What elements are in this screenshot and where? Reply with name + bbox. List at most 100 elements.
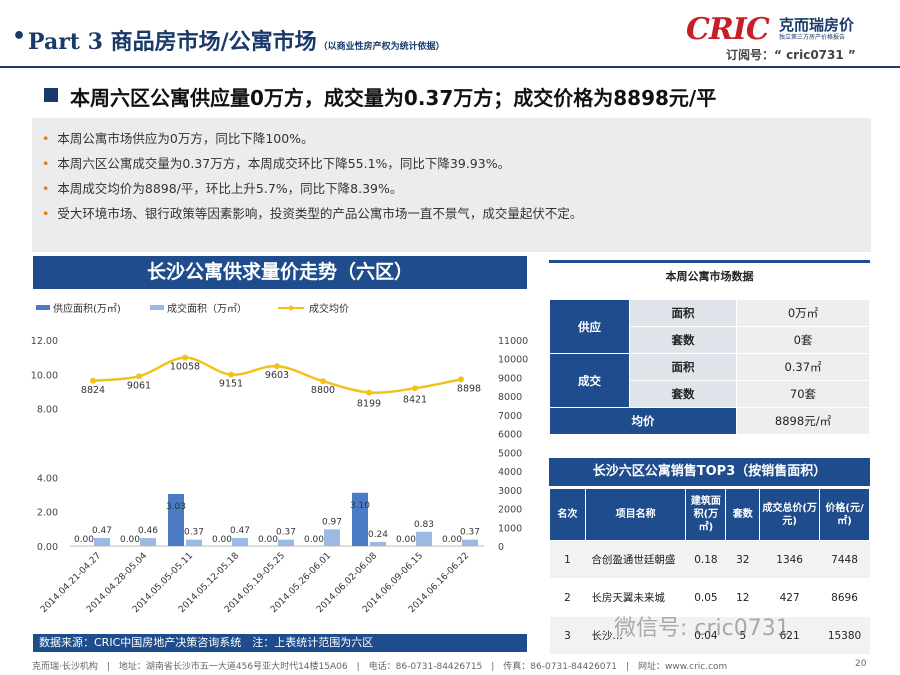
deal-bar: [94, 537, 110, 546]
rank-cell: 1: [549, 540, 586, 579]
y2-tick-label: 8000: [498, 392, 522, 403]
avg-price-label: 8421: [403, 394, 427, 405]
table-row: 供应 面积 0万㎡: [549, 299, 870, 354]
summary-text: 受大环境市场、银行政策等因素影响，投资类型的产品公寓市场一直不景气，成交量起伏不…: [57, 206, 583, 221]
deal-bar: [278, 539, 294, 546]
bullet-dot-icon: •: [42, 156, 50, 171]
deal-bar: [370, 541, 386, 546]
avg-price-point: [228, 371, 234, 378]
y-tick-label: 4.00: [37, 473, 58, 484]
summary-box: [32, 118, 871, 252]
headline-text: 本周六区公寓供应量0万方，成交量为0.37万方；成交价格为8898元/平: [70, 86, 717, 110]
chart-header: 长沙公寓供求量价走势（六区）: [33, 256, 527, 289]
row-value: 0万㎡: [736, 299, 870, 327]
deal-data-label: 0.37: [184, 528, 204, 538]
avg-price-point: [182, 354, 188, 361]
legend-label: 成交均价: [309, 302, 349, 315]
avg-price-label: 10058: [170, 362, 200, 373]
row-value: 0套: [736, 326, 870, 354]
y2-tick-label: 1000: [498, 523, 522, 534]
column-header: 名次: [549, 488, 586, 541]
column-header: 套数: [725, 488, 761, 541]
bullet-dot-icon: •: [42, 131, 50, 146]
headline: 本周六区公寓供应量0万方，成交量为0.37万方；成交价格为8898元/平: [44, 82, 716, 111]
units-cell: 5: [725, 616, 760, 655]
market-data-table: 供应 面积 0万㎡ 套数 0套 成交 面积 0.37㎡ 套数 70套 均价 88…: [549, 299, 870, 435]
summary-text: 本周公寓市场供应为0万方，同比下降100%。: [57, 131, 314, 146]
row-value: 0.37㎡: [736, 353, 870, 381]
row-value: 70套: [736, 380, 870, 408]
avg-price-point: [136, 373, 142, 380]
title-bullet: •: [12, 24, 27, 49]
area-cell: 0.04: [685, 616, 726, 655]
header-divider: [0, 66, 900, 68]
deal-data-label: 0.83: [414, 520, 434, 530]
legend-label: 供应面积(万㎡): [53, 302, 121, 315]
y2-tick-label: 3000: [498, 486, 522, 497]
supply-bar: [352, 492, 368, 546]
total-cell: 1346: [759, 540, 820, 579]
y-tick-label: 10.00: [31, 370, 58, 381]
supply-data-label: 0.00: [258, 535, 278, 545]
deal-data-label: 0.46: [138, 526, 158, 536]
avg-price-value: 8898元/㎡: [736, 407, 870, 435]
y2-tick-label: 4000: [498, 467, 522, 478]
y2-tick-label: 11000: [498, 336, 528, 347]
supply-data-label: 0.00: [442, 535, 462, 545]
top3-title: 长沙六区公寓销售TOP3（按销售面积）: [549, 458, 870, 486]
bullet-dot-icon: •: [42, 206, 50, 221]
deal-data-label: 0.24: [368, 530, 388, 540]
row-label: 面积: [629, 299, 737, 327]
avg-price-label: 8824: [81, 385, 105, 396]
summary-text: 本周六区公寓成交量为0.37万方，本周成交环比下降55.1%，同比下降39.93…: [57, 156, 511, 171]
rank-cell: 3: [549, 616, 586, 655]
legend-marker: [288, 305, 294, 311]
deal-bar: [186, 539, 202, 546]
column-header: 成交总价(万元): [759, 488, 821, 541]
row-label: 套数: [629, 326, 737, 354]
table-row: 2 长房天翼未来城 0.05 12 427 8696: [549, 578, 870, 617]
page-title: Part 3 商品房市场/公寓市场 （以商业性房产权为统计依据）: [28, 24, 445, 56]
supply-data-label: 0.00: [74, 535, 94, 545]
y2-tick-label: 6000: [498, 430, 522, 441]
avg-price-point: [320, 378, 326, 385]
avg-price-label: 9151: [219, 379, 243, 390]
deal-bar: [462, 539, 478, 546]
row-label: 面积: [629, 353, 737, 381]
supply-data-label: 0.00: [396, 535, 416, 545]
top3-table: 名次 项目名称 建筑面积(万㎡) 套数 成交总价(万元) 价格(元/㎡) 1 合…: [549, 488, 870, 655]
bullet-dot-icon: •: [42, 181, 50, 196]
avg-price-point: [366, 389, 372, 396]
project-name-cell: 长沙…: [585, 616, 686, 655]
legend-label: 成交面积（万㎡）: [167, 302, 247, 315]
page-title-text: Part 3 商品房市场/公寓市场: [28, 29, 317, 55]
avg-price-label: 9061: [127, 380, 151, 391]
y-tick-label: 8.00: [37, 405, 58, 416]
table-row: 1 合创盈通世廷朝盛 0.18 32 1346 7448: [549, 540, 870, 579]
avg-price-point: [412, 385, 418, 392]
project-name-cell: 合创盈通世廷朝盛: [585, 540, 686, 579]
price-cell: 15380: [819, 616, 870, 655]
supply-data-label: 0.00: [212, 535, 232, 545]
row-label: 套数: [629, 380, 737, 408]
summary-text: 本周成交均价为8898/平，环比上升5.7%，同比下降8.39%。: [57, 181, 403, 196]
avg-price-point: [274, 363, 280, 370]
logo-tagline: 独立第三方房产价格报告: [779, 34, 846, 41]
deal-bar: [416, 531, 432, 546]
summary-bullet: • 本周六区公寓成交量为0.37万方，本周成交环比下降55.1%，同比下降39.9…: [42, 153, 510, 172]
avg-price-label: 8800: [311, 385, 335, 396]
units-cell: 12: [725, 578, 760, 617]
avg-price-label: 8199: [357, 398, 381, 409]
page-subtitle: （以商业性房产权为统计依据）: [318, 42, 445, 52]
summary-bullet: • 本周公寓市场供应为0万方，同比下降100%。: [42, 128, 314, 147]
logo-cn-text: 克而瑞房价: [779, 16, 855, 34]
table-row: 3 长沙… 0.04 5 621 15380: [549, 616, 870, 655]
y2-tick-label: 0: [498, 542, 504, 553]
column-header: 建筑面积(万㎡): [685, 488, 727, 541]
headline-square-icon: [44, 88, 58, 102]
column-header: 价格(元/㎡): [819, 488, 870, 541]
table-row: 成交 面积 0.37㎡: [549, 353, 870, 408]
y2-tick-label: 7000: [498, 411, 522, 422]
table-row: 套数 0套: [550, 326, 870, 354]
area-cell: 0.18: [685, 540, 726, 579]
